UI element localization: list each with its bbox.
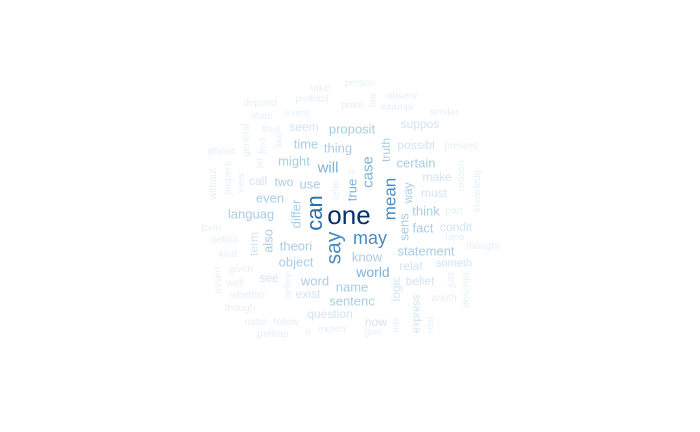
word-belief: belief bbox=[405, 274, 435, 288]
word-word: word bbox=[300, 273, 330, 289]
word-relat: relat bbox=[399, 259, 423, 273]
word-perhap: perhap bbox=[257, 329, 289, 340]
word-now: now bbox=[364, 315, 388, 329]
word-follow: follow bbox=[273, 317, 299, 328]
word-statement: statement bbox=[397, 243, 455, 259]
word-rule: rule bbox=[390, 317, 401, 333]
word-think: think bbox=[412, 203, 440, 219]
word-even: even bbox=[255, 190, 285, 206]
word-real: real bbox=[425, 316, 436, 334]
word-might: might bbox=[278, 153, 310, 169]
word-definit: definit bbox=[210, 235, 238, 246]
word-general: general bbox=[241, 123, 252, 157]
word-sentenc: sentenc bbox=[329, 293, 375, 309]
word-sens: sens bbox=[396, 213, 412, 241]
word-say: say bbox=[322, 231, 346, 265]
word-exampl: exampl bbox=[380, 102, 414, 113]
word-world: world bbox=[356, 264, 390, 280]
word-case: case bbox=[359, 156, 377, 188]
word-without: without bbox=[208, 168, 219, 200]
word-will: will bbox=[317, 159, 339, 177]
word-reason: reason bbox=[456, 160, 467, 192]
word-also: also bbox=[260, 229, 276, 253]
word-exist: exist bbox=[295, 287, 321, 301]
word-may: may bbox=[352, 228, 388, 248]
word-question: question bbox=[307, 307, 353, 321]
word-thought: thought bbox=[466, 241, 500, 252]
word-one: one bbox=[327, 200, 371, 230]
word-state: state bbox=[251, 111, 273, 122]
word-similar: similar bbox=[429, 107, 459, 118]
word-seem: seem bbox=[289, 120, 319, 134]
word-just: just bbox=[446, 272, 457, 288]
word-fact: fact bbox=[412, 220, 434, 236]
word-languag: languag bbox=[227, 206, 275, 222]
word-proposit: proposit bbox=[328, 121, 376, 137]
word-take: take bbox=[310, 83, 330, 94]
word-whether: whether bbox=[230, 290, 266, 301]
word-natur: natur bbox=[244, 317, 268, 328]
word-must: must bbox=[420, 186, 448, 200]
word-believ: believ bbox=[283, 272, 294, 300]
word-though: though bbox=[224, 303, 256, 314]
word-someth: someth bbox=[435, 257, 473, 270]
word-make: make bbox=[422, 170, 452, 184]
word-part: part bbox=[445, 206, 463, 217]
word-differ: differ bbox=[288, 199, 304, 229]
word-properti: properti bbox=[223, 161, 234, 195]
word-present: present bbox=[444, 141, 478, 152]
word-see: see bbox=[259, 271, 279, 285]
word-observ: observ bbox=[386, 91, 418, 102]
word-condit: condit bbox=[439, 220, 473, 234]
word-refer: refer bbox=[331, 179, 342, 201]
word-certain: certain bbox=[396, 155, 436, 171]
word-truth: truth bbox=[379, 137, 393, 163]
word-call: call bbox=[248, 174, 268, 188]
word-let: let bbox=[255, 157, 266, 169]
word-well: well bbox=[226, 278, 244, 289]
word-two: two bbox=[274, 175, 294, 189]
word-name: name bbox=[335, 279, 369, 295]
word-logic: logic bbox=[389, 276, 403, 302]
word-view: view bbox=[236, 172, 247, 194]
word-time: time bbox=[293, 136, 319, 152]
word-descript: descript bbox=[461, 272, 472, 308]
word-p: p bbox=[305, 326, 311, 337]
word-kind: kind bbox=[218, 249, 238, 260]
word-anoth: anoth bbox=[431, 293, 457, 304]
word-object: object bbox=[278, 254, 314, 270]
word-way: way bbox=[401, 182, 415, 204]
word-point: point bbox=[341, 100, 363, 111]
word-given: given bbox=[229, 264, 253, 275]
word-idea: idea bbox=[445, 232, 465, 243]
word-can: can bbox=[302, 195, 327, 231]
word-thing: thing bbox=[323, 140, 353, 156]
word-assert: assert bbox=[213, 266, 224, 294]
word-thus: thus bbox=[261, 124, 281, 135]
word-expen: expen bbox=[318, 324, 346, 335]
word-event: event bbox=[284, 108, 310, 119]
word-physic: physic bbox=[207, 146, 237, 157]
word-knowledg: knowledg bbox=[472, 169, 483, 213]
word-express: express bbox=[410, 294, 423, 334]
word-like: like bbox=[274, 132, 285, 148]
word-know: know bbox=[351, 249, 383, 265]
word-law: law bbox=[367, 93, 378, 107]
word-give: give bbox=[363, 327, 383, 338]
word-depend: depend bbox=[243, 98, 277, 109]
word-form: form bbox=[201, 223, 221, 234]
word-theori: theori bbox=[279, 238, 313, 254]
word-term: term bbox=[247, 232, 261, 256]
word-re: re bbox=[347, 166, 357, 177]
word-suppos: suppos bbox=[400, 117, 440, 131]
word-use: use bbox=[299, 176, 321, 192]
word-first: first bbox=[258, 137, 269, 155]
word-true: true bbox=[344, 178, 360, 202]
word-probabl: probabl bbox=[295, 94, 329, 105]
word-person: person bbox=[344, 78, 376, 89]
word-possibl: possibl bbox=[397, 138, 435, 152]
